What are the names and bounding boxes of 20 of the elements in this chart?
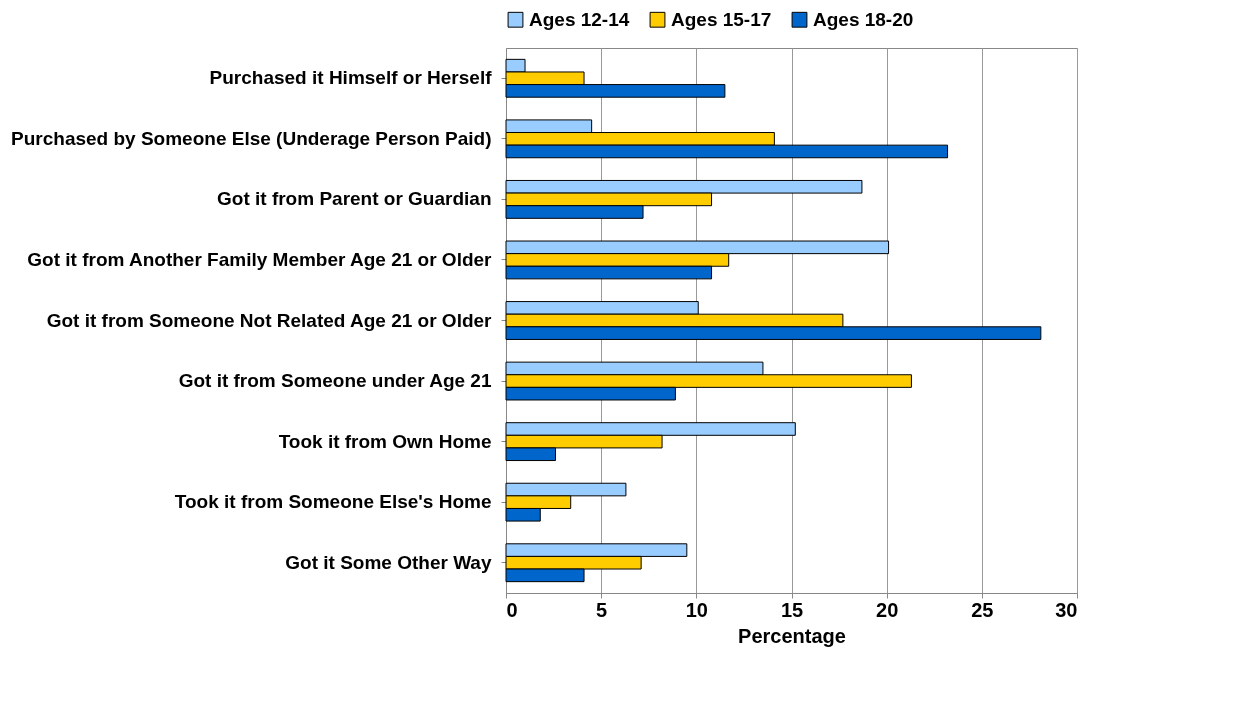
y-tick-label: Purchased by Someone Else (Underage Person Paid)	[11, 127, 492, 149]
x-tick-label: 10	[685, 598, 708, 621]
x-tick-label: 5	[596, 598, 608, 621]
y-tick-label: Got it from Parent or Guardian	[217, 188, 492, 210]
x-tick-label: 0	[506, 598, 518, 621]
y-tick-label: Took it from Own Home	[278, 430, 492, 452]
legend-label: Ages 15-17	[671, 8, 772, 30]
x-tick-label: 25	[971, 598, 994, 621]
y-tick-label: Got it from Someone Not Related Age 21 or Older	[46, 309, 493, 331]
legend-label: Ages 12-14	[529, 8, 630, 30]
y-tick-label: Got it from Someone under Age 21	[178, 370, 492, 392]
x-axis-title: Percentage	[738, 624, 846, 647]
y-tick-label: Purchased it Himself or Herself	[209, 67, 493, 89]
x-tick-label: 30	[1055, 598, 1078, 621]
y-tick-label: Got it from Another Family Member Age 21 or Older	[27, 248, 493, 270]
x-tick-label: 20	[876, 598, 899, 621]
x-tick-label: 15	[780, 598, 804, 621]
legend-label: Ages 18-20	[813, 8, 914, 30]
y-tick-label: Took it from Someone Else's Home	[174, 491, 492, 513]
y-tick-label: Got it Some Other Way	[285, 551, 492, 573]
